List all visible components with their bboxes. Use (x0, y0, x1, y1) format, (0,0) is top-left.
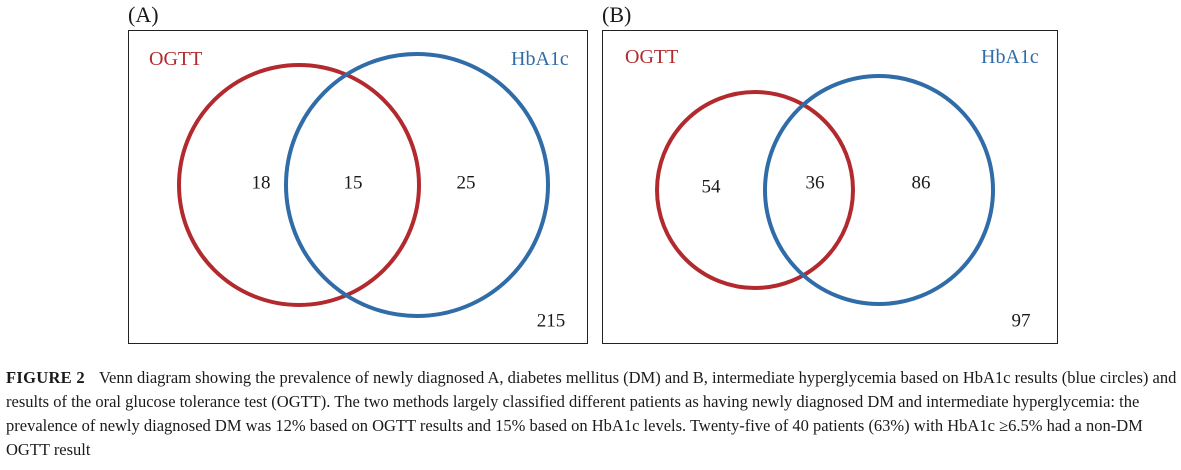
hba1c-circle (763, 74, 995, 306)
hba1c-set-label: HbA1c (981, 46, 1039, 68)
ogtt-set-label: OGTT (149, 48, 203, 70)
overlap-count: 36 (805, 172, 825, 194)
hba1c-set-label: HbA1c (511, 48, 569, 70)
figure-label: FIGURE 2 (6, 368, 85, 387)
ogtt-set-label: OGTT (625, 46, 679, 68)
venn-panel-a: OGTT HbA1c 18 15 25 215 (128, 30, 588, 344)
neither-count: 215 (536, 310, 566, 332)
venn-diagram-b (655, 74, 995, 306)
panel-b-label: (B) (602, 2, 632, 27)
venn-panel-b: OGTT HbA1c 54 36 86 97 (602, 30, 1058, 344)
hba1c-only-count: 86 (911, 172, 931, 194)
ogtt-circle (177, 63, 421, 307)
neither-count: 97 (1011, 310, 1031, 332)
ogtt-only-count: 18 (251, 172, 271, 194)
hba1c-circle (284, 52, 550, 318)
ogtt-only-count: 54 (701, 176, 721, 198)
panel-a-label: (A) (128, 2, 159, 27)
caption-text: Venn diagram showing the prevalence of n… (6, 368, 1177, 459)
overlap-count: 15 (343, 172, 363, 194)
venn-diagram-a (177, 52, 550, 318)
hba1c-only-count: 25 (456, 172, 476, 194)
figure-caption: FIGURE 2 Venn diagram showing the prevale… (6, 366, 1178, 462)
ogtt-circle (655, 90, 855, 290)
